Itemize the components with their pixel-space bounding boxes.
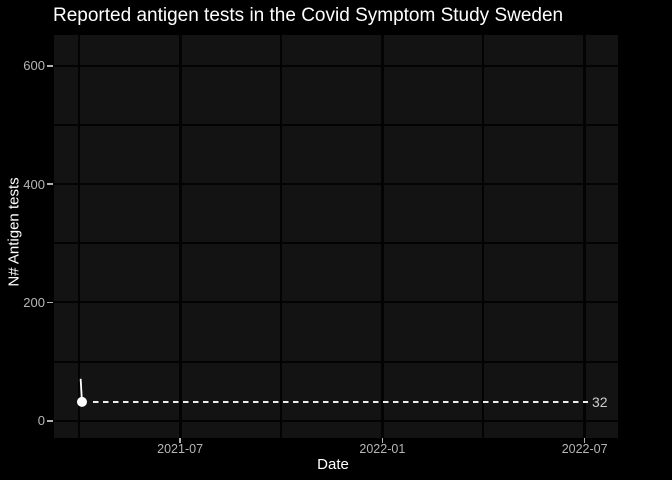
grid-minor-horizontal: [54, 123, 618, 126]
grid-major-vertical: [583, 35, 587, 438]
x-tick-mark: [381, 438, 384, 443]
x-tick-mark: [583, 438, 586, 443]
reference-value-label: 32: [592, 394, 608, 410]
grid-minor-horizontal: [54, 360, 618, 363]
series-layer: [76, 378, 87, 407]
y-tick-label: 200: [23, 294, 45, 310]
y-tick-label: 600: [23, 58, 45, 74]
x-tick-label: 2022-01: [359, 442, 406, 456]
x-tick-mark: [179, 438, 181, 443]
grid-major-horizontal: [54, 183, 618, 186]
last-value-marker: [76, 396, 87, 407]
grid-major-vertical: [178, 35, 182, 438]
x-tick-label: 2021-07: [157, 442, 204, 456]
grid-major-vertical: [380, 35, 384, 438]
grid-minor-vertical: [482, 35, 485, 438]
y-tick-mark: [47, 301, 53, 304]
grid-major-horizontal: [54, 64, 618, 67]
plot-panel: [54, 35, 618, 438]
grid-minor-vertical: [77, 35, 80, 438]
grid-minor-horizontal: [54, 242, 618, 245]
y-axis-title: N# Antigen tests: [5, 177, 23, 287]
reference-dashed-line: [92, 400, 588, 403]
y-tick-mark: [47, 183, 53, 185]
grid-major-horizontal: [54, 301, 618, 304]
chart-title: Reported antigen tests in the Covid Symp…: [53, 5, 564, 26]
y-tick-mark: [47, 420, 53, 422]
grid-major-horizontal: [54, 419, 618, 422]
x-axis-title: Date: [317, 456, 349, 473]
x-tick-label: 2022-07: [561, 442, 608, 456]
y-tick-label: 0: [37, 413, 45, 429]
y-tick-mark: [47, 65, 53, 67]
y-tick-label: 400: [23, 176, 45, 192]
grid-minor-vertical: [280, 35, 283, 438]
